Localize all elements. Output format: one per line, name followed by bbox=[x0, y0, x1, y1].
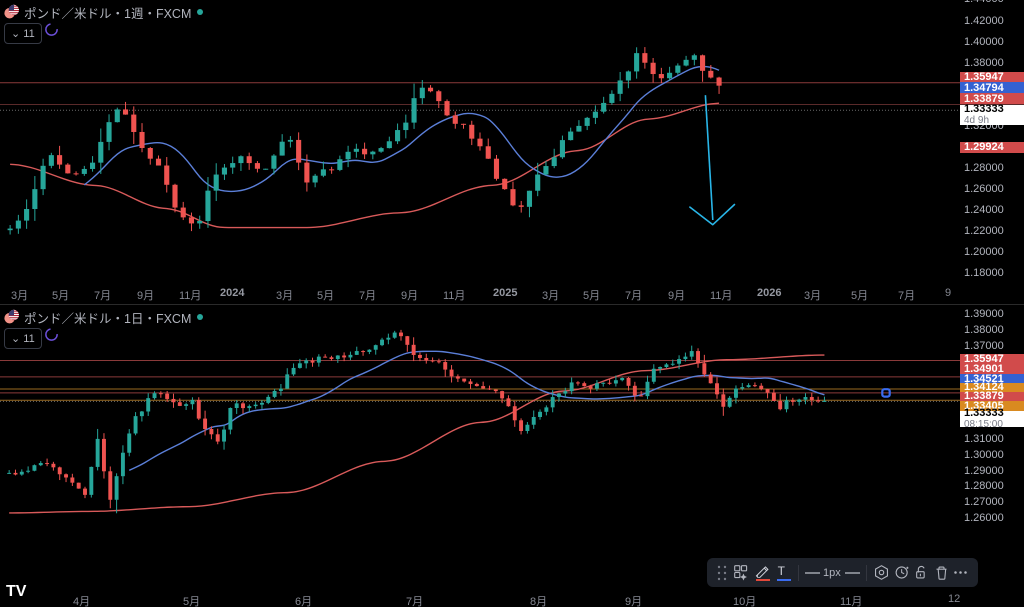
svg-text:T: T bbox=[778, 564, 786, 578]
svg-text:TV: TV bbox=[6, 583, 27, 600]
